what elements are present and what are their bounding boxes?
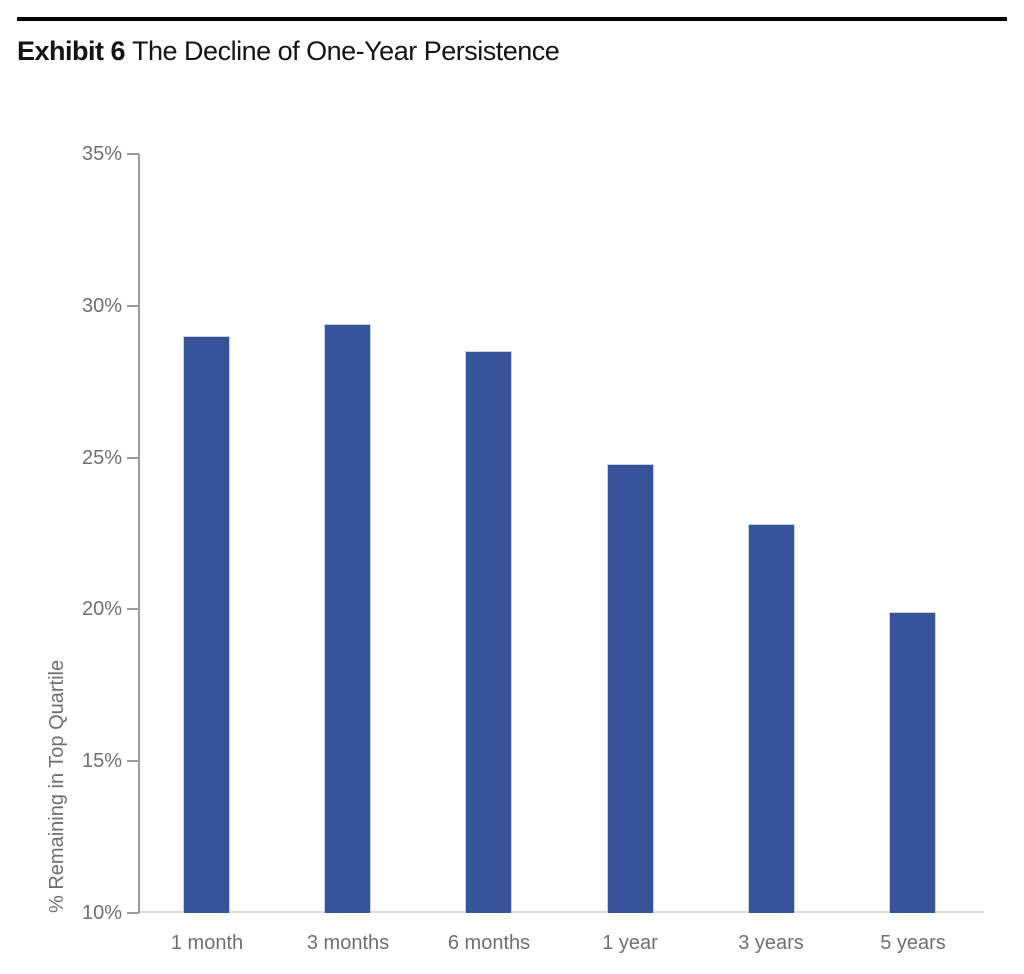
bar (183, 336, 230, 913)
bar (607, 464, 654, 913)
bar (465, 351, 512, 913)
x-axis-line (139, 911, 984, 913)
y-tick-mark (127, 456, 139, 459)
y-axis-line (138, 154, 140, 913)
y-tick-mark (127, 760, 139, 763)
bar (889, 612, 936, 913)
y-tick-label: 35% (81, 143, 122, 165)
x-category-label: 3 months (306, 932, 390, 954)
y-tick-label: 10% (81, 902, 122, 924)
header-rule (17, 17, 1007, 21)
x-category-label: 3 years (738, 932, 804, 954)
x-category-label: 5 years (880, 932, 946, 954)
exhibit-title-text: The Decline of One-Year Persistence (132, 36, 560, 66)
y-tick-mark (127, 912, 139, 914)
bar (324, 324, 371, 913)
y-tick-label: 25% (81, 446, 122, 469)
x-category-label: 1 year (602, 932, 658, 954)
bar (748, 524, 795, 913)
y-tick-label: 20% (81, 598, 122, 621)
y-axis-title: % Remaining in Top Quartile (46, 659, 68, 913)
exhibit-number: Exhibit 6 (17, 36, 126, 66)
y-tick-mark (127, 304, 139, 307)
x-category-label: 6 months (447, 932, 531, 954)
y-tick-label: 30% (81, 294, 122, 317)
y-tick-mark (127, 608, 139, 611)
y-tick-mark (127, 153, 139, 155)
y-tick-label: 15% (81, 750, 122, 773)
x-category-label: 1 month (170, 932, 244, 954)
exhibit-title: Exhibit 6 The Decline of One-Year Persist… (17, 36, 560, 67)
